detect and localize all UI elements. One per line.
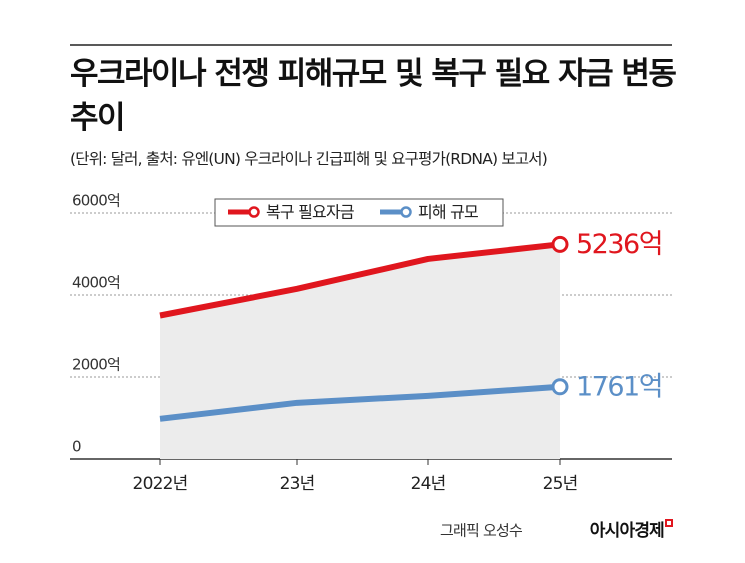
publisher-mark bbox=[665, 519, 673, 527]
y-tick-label: 4000억 bbox=[72, 274, 120, 292]
line bbox=[159, 241, 561, 319]
publisher: 아시아경제 bbox=[590, 521, 664, 541]
legend-marker bbox=[400, 206, 412, 218]
legend-label: 피해 규모 bbox=[418, 203, 478, 222]
x-tick-label: 2022년 bbox=[133, 474, 188, 494]
marker bbox=[551, 378, 569, 396]
y-tick-label: 6000억 bbox=[72, 192, 120, 210]
chart-subtitle: (단위: 달러, 출처: 유엔(UN) 우크라이나 긴급피해 및 요구평가(RD… bbox=[70, 150, 548, 168]
legend-box bbox=[214, 198, 504, 227]
credit: 그래픽 오성수 bbox=[440, 522, 522, 540]
chart-title: 우크라이나 전쟁 피해규모 및 복구 필요 자금 변동 추이 bbox=[70, 56, 677, 136]
legend-label: 복구 필요자금 bbox=[266, 203, 354, 222]
value-label: 1761억 bbox=[576, 371, 662, 402]
x-tick-label: 24년 bbox=[411, 474, 446, 494]
y-tick-label: 0 bbox=[72, 438, 81, 456]
y-tick-label: 2000억 bbox=[72, 356, 120, 374]
x-tick-label: 23년 bbox=[280, 474, 315, 494]
line bbox=[159, 383, 561, 422]
legend-marker bbox=[248, 206, 260, 218]
value-label: 5236억 bbox=[576, 229, 662, 260]
marker bbox=[551, 235, 569, 253]
x-tick-label: 25년 bbox=[543, 474, 578, 494]
